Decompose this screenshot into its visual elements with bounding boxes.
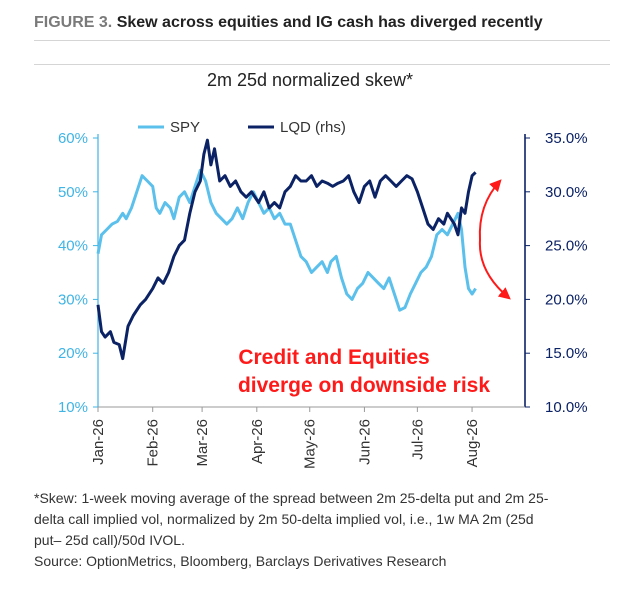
figure-label: FIGURE 3. xyxy=(34,14,113,31)
right-tick-label: 15.0% xyxy=(545,345,588,362)
x-tick-label: Aug-26 xyxy=(464,419,481,467)
x-tick-label: Mar-26 xyxy=(194,419,211,467)
chart-notes: *Skew: 1-week moving average of the spre… xyxy=(34,488,594,572)
skew-chart: 10% 20% 30% 40% 50% 60% 10.0% 15.0% 20.0% 25.0% 30… xyxy=(58,119,588,469)
note-line-2: delta call implied vol, normalized by 2m… xyxy=(34,511,534,527)
left-tick-label: 30% xyxy=(58,291,88,308)
annotation-line-1: Credit and Equities xyxy=(238,346,429,369)
x-tick-label: Apr-26 xyxy=(249,419,266,464)
left-tick-label: 20% xyxy=(58,345,88,362)
figure-title-text: Skew across equities and IG cash has div… xyxy=(116,14,543,31)
down-arrow xyxy=(478,239,511,300)
legend-label-lqd: LQD (rhs) xyxy=(280,119,346,136)
annotation-line-2: diverge on downside risk xyxy=(238,374,490,397)
right-tick-label: 10.0% xyxy=(545,399,588,416)
top-divider xyxy=(34,40,610,41)
left-tick-label: 50% xyxy=(58,184,88,201)
figure-title: FIGURE 3. Skew across equities and IG ca… xyxy=(34,14,543,32)
title-divider xyxy=(34,64,610,65)
x-tick-label: Jul-26 xyxy=(409,419,426,460)
up-arrow xyxy=(478,179,502,241)
x-tick-label: Jun-26 xyxy=(356,419,373,465)
right-tick-label: 35.0% xyxy=(545,130,588,147)
left-tick-label: 40% xyxy=(58,238,88,255)
left-tick-label: 10% xyxy=(58,399,88,416)
right-tick-label: 25.0% xyxy=(545,238,588,255)
note-line-1: *Skew: 1-week moving average of the spre… xyxy=(34,490,549,506)
spy-series-line xyxy=(96,168,477,312)
x-tick-label: Jan-26 xyxy=(90,419,107,465)
chart-title: 2m 25d normalized skew* xyxy=(206,70,414,90)
note-line-3: put– 25d call)/50d IVOL. xyxy=(34,532,185,548)
right-tick-label: 30.0% xyxy=(545,184,588,201)
lqd-series-line xyxy=(96,138,477,361)
legend-label-spy: SPY xyxy=(170,119,200,136)
source-line: Source: OptionMetrics, Bloomberg, Barcla… xyxy=(34,553,447,569)
right-tick-label: 20.0% xyxy=(545,291,588,308)
left-tick-label: 60% xyxy=(58,130,88,147)
x-tick-label: May-26 xyxy=(302,419,319,469)
x-tick-label: Feb-26 xyxy=(145,419,162,467)
